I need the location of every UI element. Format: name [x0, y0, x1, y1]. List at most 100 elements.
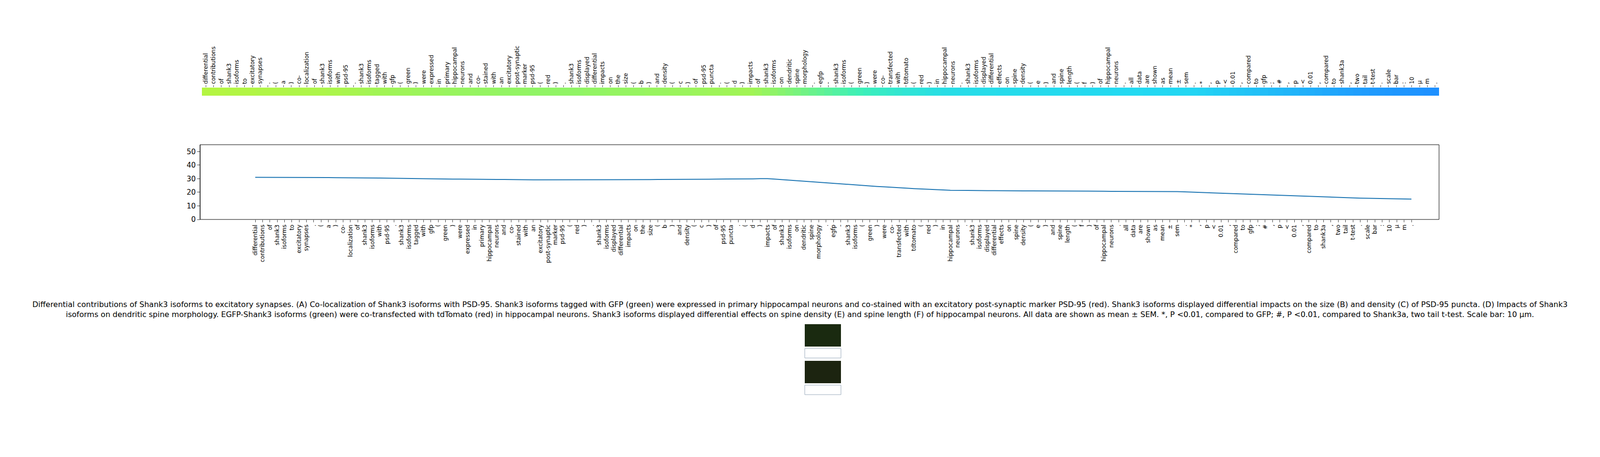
svg-text:isoforms: isoforms	[603, 224, 610, 250]
svg-text:synapses: synapses	[256, 57, 264, 85]
svg-text:shank3: shank3	[398, 224, 405, 246]
svg-text:): )	[932, 224, 940, 228]
svg-text:co-: co-	[508, 224, 515, 234]
svg-text:50: 50	[186, 147, 196, 157]
svg-text:impacts: impacts	[747, 61, 754, 85]
svg-text:): )	[669, 224, 676, 228]
svg-text:excitatory: excitatory	[249, 55, 256, 84]
svg-text:(: (	[272, 81, 280, 85]
svg-text:): )	[1042, 81, 1050, 85]
svg-text:and: and	[500, 224, 508, 236]
svg-text:,: ,	[1225, 224, 1232, 227]
svg-text:compared: compared	[1232, 224, 1240, 254]
svg-text:size: size	[622, 72, 630, 84]
svg-text:isoforms: isoforms	[976, 224, 983, 250]
svg-text:,: ,	[1269, 224, 1276, 227]
svg-text:0.01: 0.01	[1217, 224, 1225, 238]
svg-text:of: of	[266, 224, 274, 230]
svg-text:shank3: shank3	[273, 224, 281, 246]
svg-text:of: of	[218, 78, 225, 84]
svg-text:0.01: 0.01	[1307, 71, 1314, 85]
svg-text:*: *	[1188, 224, 1196, 228]
svg-text:tail: tail	[1342, 224, 1350, 234]
svg-text:spine: spine	[1056, 224, 1064, 240]
svg-text:,: ,	[1237, 82, 1244, 85]
svg-text:.: .	[390, 224, 398, 227]
svg-text:-: -	[824, 81, 832, 84]
svg-text:μ: μ	[1393, 224, 1400, 229]
svg-text:hippocampal: hippocampal	[1100, 224, 1108, 262]
svg-text:): )	[645, 81, 653, 85]
svg-text:(: (	[630, 81, 638, 85]
svg-text:gfp: gfp	[427, 224, 435, 234]
svg-text:and: and	[1049, 224, 1057, 236]
svg-text:with: with	[490, 71, 498, 84]
svg-text:to: to	[241, 78, 249, 85]
svg-text:dendritic: dendritic	[786, 58, 793, 84]
svg-text:(: (	[1073, 81, 1081, 85]
svg-text:density: density	[1019, 63, 1027, 85]
svg-text:in: in	[471, 224, 479, 230]
svg-text:shank3: shank3	[964, 63, 972, 84]
svg-text:.: .	[1356, 224, 1364, 227]
svg-text:): )	[412, 81, 420, 85]
svg-text:neurons: neurons	[459, 60, 466, 84]
svg-text:neurons: neurons	[954, 224, 961, 248]
svg-text:40: 40	[186, 160, 196, 170]
svg-text:): )	[863, 81, 871, 85]
svg-text:p: p	[1291, 80, 1299, 85]
svg-text:and: and	[653, 73, 661, 85]
svg-text:b: b	[638, 80, 645, 85]
svg-text:to: to	[288, 224, 296, 231]
svg-text:isoforms: isoforms	[786, 224, 793, 250]
svg-text:): )	[684, 81, 692, 85]
svg-text:.: .	[264, 82, 272, 85]
svg-text:an: an	[530, 224, 537, 232]
svg-text:(: (	[317, 224, 325, 228]
svg-text:shank3: shank3	[778, 224, 786, 246]
svg-text:tagged: tagged	[412, 224, 420, 245]
svg-text:(: (	[741, 224, 749, 228]
svg-text:.: .	[588, 224, 596, 227]
svg-text:f: f	[1078, 224, 1086, 227]
svg-text:stained: stained	[482, 62, 490, 84]
svg-text:): )	[756, 224, 764, 228]
svg-text:): )	[332, 224, 340, 228]
svg-text:localization: localization	[303, 51, 310, 85]
svg-text:size: size	[647, 224, 654, 236]
svg-text:in: in	[933, 79, 941, 85]
svg-text:m: m	[1423, 78, 1431, 85]
svg-text:.: .	[1190, 82, 1198, 85]
svg-text:.: .	[1120, 82, 1128, 85]
svg-text:hippocampal: hippocampal	[947, 224, 954, 262]
svg-text:p: p	[1213, 80, 1221, 85]
svg-text:mean: mean	[1159, 224, 1166, 241]
svg-text:;: ;	[1268, 82, 1276, 85]
svg-text:a: a	[280, 80, 287, 84]
svg-text:scale: scale	[1385, 69, 1392, 85]
svg-text:.: .	[1115, 224, 1122, 227]
svg-text:tdtomato: tdtomato	[910, 224, 918, 251]
svg-text:0.01: 0.01	[1229, 71, 1237, 85]
svg-text:red: red	[544, 74, 552, 85]
svg-text:Differential contributions of: Differential contributions of Shank3 iso…	[32, 300, 1568, 320]
svg-text:(: (	[537, 81, 544, 85]
svg-text:p: p	[1203, 224, 1210, 229]
svg-text:;: ;	[1254, 224, 1261, 227]
svg-text:sem: sem	[1173, 224, 1181, 237]
svg-text:hippocampal: hippocampal	[941, 47, 949, 84]
svg-text:.: .	[1181, 224, 1189, 227]
svg-text:(: (	[654, 224, 661, 228]
svg-text:differential: differential	[617, 224, 625, 256]
svg-text:excitatory: excitatory	[295, 224, 303, 254]
svg-text:0: 0	[190, 215, 196, 224]
svg-text:10: 10	[1408, 76, 1416, 84]
svg-text:,: ,	[1346, 82, 1353, 85]
svg-text:,: ,	[1195, 224, 1203, 227]
svg-text:<: <	[1299, 79, 1307, 85]
svg-text:(: (	[910, 81, 918, 85]
svg-text:displayed: displayed	[983, 224, 991, 253]
svg-text:stained: stained	[515, 224, 522, 246]
svg-text:compared: compared	[1322, 55, 1330, 84]
svg-text:were: were	[420, 70, 428, 84]
